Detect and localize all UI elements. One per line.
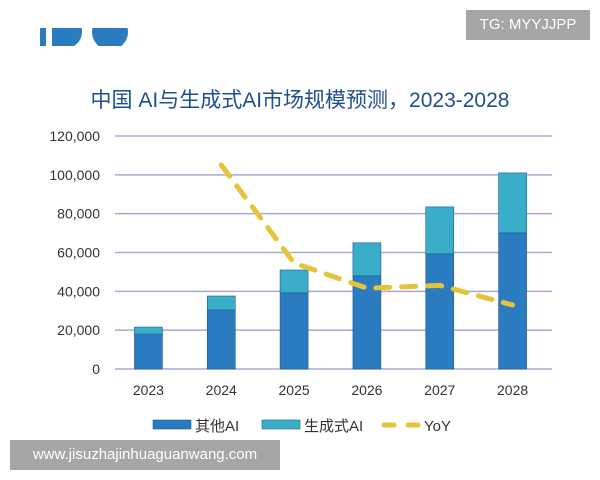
legend-label: 生成式AI	[304, 418, 363, 435]
y-axis-ticks: 0 20,000 40,000 60,000 80,000 100,000 120,000	[49, 128, 100, 377]
y-tick-label: 0	[92, 361, 100, 377]
y-tick-label: 80,000	[57, 206, 100, 222]
x-tick-label: 2023	[133, 382, 164, 398]
legend-label: YoY	[424, 418, 451, 435]
bar-生成式AI-2028	[498, 172, 527, 234]
x-tick-label: 2028	[497, 382, 528, 398]
legend-label: 其他AI	[195, 418, 239, 435]
y-tick-label: 60,000	[57, 245, 100, 261]
watermark-bottom: www.jisuzhajinhuaguanwang.com	[10, 440, 280, 470]
bar-其他AI-2027	[425, 253, 455, 370]
legend-swatch	[261, 419, 301, 430]
y-tick-label: 40,000	[57, 283, 100, 299]
x-tick-label: 2027	[424, 382, 455, 398]
bar-生成式AI-2024	[206, 295, 236, 311]
bar-生成式AI-2026	[352, 242, 382, 277]
grid	[115, 135, 552, 370]
bar-其他AI-2026	[352, 275, 382, 370]
bar-生成式AI-2027	[425, 206, 455, 255]
yoy-line-path	[218, 162, 516, 308]
x-tick-label: 2026	[351, 382, 382, 398]
bar-生成式AI-2025	[279, 269, 309, 294]
legend-swatch	[152, 419, 192, 430]
bar-其他AI-2024	[206, 309, 236, 370]
x-tick-label: 2024	[206, 382, 237, 398]
legend: 其他AI 生成式AI YoY	[152, 418, 451, 435]
y-tick-label: 100,000	[49, 167, 100, 183]
bars	[134, 172, 527, 370]
bar-其他AI-2025	[279, 292, 309, 370]
chart-title: 中国 AI与生成式AI市场规模预测，2023-2028	[91, 89, 510, 112]
logo	[40, 28, 130, 48]
watermark-top: TG: MYYJJPP	[466, 10, 590, 40]
bar-生成式AI-2023	[134, 326, 163, 335]
x-tick-label: 2025	[279, 382, 310, 398]
y-tick-label: 20,000	[57, 322, 100, 338]
yoy-line	[218, 162, 516, 308]
x-axis-ticks: 2023 2024 2025 2026 2027 2028	[133, 382, 529, 398]
bar-其他AI-2023	[134, 333, 163, 370]
y-tick-label: 120,000	[49, 128, 100, 144]
